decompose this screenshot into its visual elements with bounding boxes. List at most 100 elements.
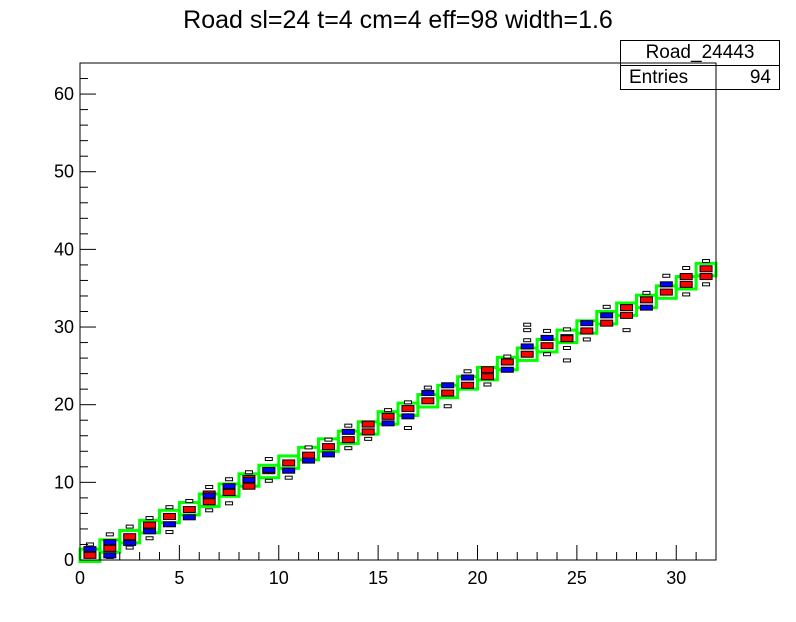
outlier-hit [185,498,194,503]
hit-cell-red [361,420,375,428]
hit-cell-red [500,358,514,366]
hit-cell-red [620,311,634,319]
hit-cell-blue [520,343,534,350]
hit-cell-blue [341,428,355,435]
hit-cell-red [480,366,494,374]
hit-cell-blue [461,374,475,381]
hit-cell-blue [381,420,395,427]
hit-cell-red [361,428,375,436]
outlier-hit [642,290,651,295]
hit-cell-red [441,389,455,397]
hit-cell-red [560,335,574,343]
stats-entries-value: 94 [749,67,771,88]
outlier-hit [463,369,472,374]
hit-cell-red [83,551,97,559]
outlier-hit [543,352,552,357]
outlier-hit [165,505,174,510]
outlier-hit [403,400,412,405]
hit-cell-blue [103,552,117,559]
stats-entries-label: Entries [629,67,689,88]
outlier-hit [125,524,134,529]
hit-cell-red [679,273,693,281]
hit-cell-blue [123,539,137,546]
hit-cell-blue [540,334,554,341]
hit-cell-blue [401,413,415,420]
hit-cell-blue [242,477,256,484]
outlier-hit [225,477,234,482]
outlier-hit [423,385,432,390]
hit-cell-blue [103,539,117,546]
outlier-hit [562,345,571,350]
hit-cell-red [461,381,475,389]
hit-cell-red [162,513,176,521]
hit-cell-blue [639,304,653,311]
outlier-hit [125,545,134,550]
hit-cell-red [341,436,355,444]
outlier-hit [523,328,532,333]
hit-cell-red [620,304,634,312]
hit-cell-blue [202,492,216,499]
outlier-hit [145,536,154,541]
outlier-hit [344,446,353,451]
hit-cell-blue [83,546,97,553]
hit-cell-red [302,451,316,459]
y-tick-label: 50 [54,162,74,182]
hit-cell-red [381,412,395,420]
hit-cell-blue [162,521,176,528]
hit-cell-red [182,506,196,514]
x-tick-label: 0 [75,568,85,588]
hit-cell-red [321,443,335,451]
hit-cell-blue [500,366,514,373]
chart-marks [78,259,718,564]
hit-cell-red [699,273,713,281]
outlier-hit [483,382,492,387]
outlier-hit [682,292,691,297]
y-tick-label: 10 [54,472,74,492]
outlier-hit [364,436,373,441]
y-tick-label: 30 [54,317,74,337]
outlier-hit [523,338,532,343]
x-tick-label: 30 [666,568,686,588]
outlier-hit [602,304,611,309]
x-tick-label: 20 [467,568,487,588]
hit-cell-red [580,327,594,335]
hit-cell-blue [302,457,316,464]
hit-cell-blue [282,467,296,474]
hit-cell-red [480,373,494,381]
hit-cell-blue [600,312,614,319]
hit-cell-blue [143,528,157,535]
outlier-hit [105,532,114,537]
outlier-hit [543,328,552,333]
outlier-hit [244,470,253,475]
hit-cell-red [103,544,117,552]
road-box [257,463,281,480]
hit-cell-red [123,533,137,541]
hit-cell-blue [182,514,196,521]
outlier-hit [403,425,412,430]
outlier-hit [702,282,711,287]
outlier-hit [682,266,691,271]
hit-cell-red [242,482,256,490]
outlier-hit [205,508,214,513]
outlier-hit [503,354,512,359]
hit-cell-blue [421,390,435,397]
hit-cell-red [600,319,614,327]
hit-cell-red [143,521,157,529]
outlier-hit [523,322,532,327]
outlier-hit [145,516,154,521]
y-tick-label: 20 [54,395,74,415]
outlier-hit [205,485,214,490]
hit-cell-red [421,397,435,405]
hit-cell-red [222,488,236,496]
outlier-hit [304,445,313,450]
x-tick-label: 15 [368,568,388,588]
outlier-hit [622,328,631,333]
stats-box: Road_24443 Entries 94 [620,40,780,90]
x-tick-label: 10 [269,568,289,588]
outlier-hit [443,404,452,409]
y-tick-label: 60 [54,84,74,104]
outlier-hit [344,423,353,428]
hit-cell-red [659,288,673,296]
x-tick-label: 25 [567,568,587,588]
